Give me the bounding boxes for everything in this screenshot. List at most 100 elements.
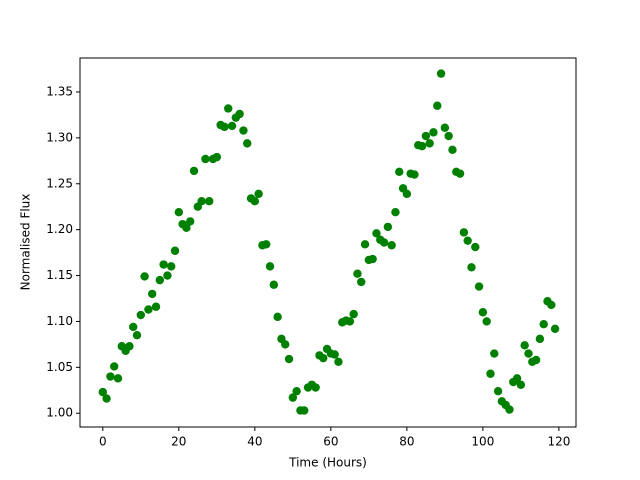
- point: [448, 145, 457, 154]
- point: [368, 254, 377, 264]
- point: [421, 131, 431, 141]
- point: [159, 260, 168, 269]
- point: [125, 342, 134, 351]
- point: [254, 189, 263, 199]
- point: [224, 104, 233, 113]
- point: [550, 324, 560, 333]
- point: [148, 289, 157, 299]
- point: [493, 387, 503, 396]
- point: [372, 229, 381, 238]
- axes-frame: [79, 57, 577, 428]
- point: [471, 242, 480, 252]
- y-tick-label: 1.00: [46, 406, 73, 420]
- x-tick-label: 120: [547, 435, 570, 449]
- x-tick-label: 0: [99, 435, 107, 449]
- point: [410, 170, 419, 179]
- point: [459, 228, 469, 237]
- point: [170, 246, 180, 255]
- point: [482, 317, 491, 326]
- point: [212, 152, 222, 162]
- point: [106, 372, 115, 381]
- point: [455, 169, 465, 178]
- point: [151, 302, 161, 311]
- point: [440, 123, 450, 132]
- x-tick-label: 60: [323, 435, 338, 449]
- point: [402, 189, 412, 199]
- point: [425, 139, 434, 148]
- point: [239, 126, 248, 135]
- point: [539, 319, 548, 329]
- x-tick-label: 100: [471, 435, 494, 449]
- y-axis-label: Normalised Flux: [19, 194, 33, 291]
- point: [531, 355, 541, 365]
- y-tick-label: 1.15: [46, 268, 73, 282]
- y-tick-label: 1.20: [46, 222, 73, 236]
- point: [174, 208, 184, 217]
- point: [486, 369, 495, 378]
- point: [110, 362, 119, 371]
- point: [140, 272, 149, 281]
- point: [353, 269, 362, 278]
- point: [520, 341, 529, 350]
- y-tick-label: 1.25: [46, 176, 73, 190]
- point: [444, 131, 453, 141]
- point: [319, 353, 328, 363]
- point: [512, 374, 522, 383]
- point: [478, 308, 488, 317]
- point: [243, 139, 252, 148]
- point: [284, 354, 294, 364]
- point: [262, 240, 271, 249]
- point: [516, 380, 526, 389]
- point: [379, 238, 389, 247]
- point: [433, 101, 442, 110]
- point: [227, 121, 237, 131]
- point: [417, 141, 427, 151]
- y-tick-label: 1.05: [46, 360, 73, 374]
- point: [345, 317, 355, 326]
- point: [102, 394, 111, 403]
- point: [220, 122, 229, 132]
- point: [186, 217, 195, 226]
- point: [429, 128, 438, 137]
- point: [205, 196, 214, 206]
- x-tick-label: 40: [247, 435, 262, 449]
- point: [467, 263, 476, 272]
- point: [357, 277, 366, 287]
- point: [311, 383, 320, 392]
- point: [391, 208, 400, 217]
- point: [524, 349, 533, 358]
- point: [250, 196, 260, 206]
- point: [235, 109, 244, 119]
- point: [334, 357, 343, 367]
- point: [182, 223, 191, 233]
- point: [269, 280, 279, 289]
- y-tick-label: 1.35: [46, 84, 73, 98]
- point: [98, 387, 108, 397]
- point: [387, 241, 396, 250]
- point: [490, 349, 499, 358]
- point: [197, 196, 206, 206]
- point: [281, 340, 290, 349]
- point: [349, 309, 358, 319]
- point: [155, 275, 165, 285]
- point: [505, 405, 514, 414]
- point: [167, 262, 176, 271]
- point: [395, 167, 404, 177]
- point: [463, 236, 472, 245]
- point: [535, 334, 545, 344]
- point: [300, 406, 309, 415]
- point: [163, 271, 172, 280]
- point: [330, 350, 339, 359]
- point: [201, 154, 210, 164]
- point: [144, 305, 153, 314]
- point: [383, 222, 393, 232]
- point: [129, 322, 138, 332]
- x-tick-label: 80: [399, 435, 414, 449]
- point: [436, 69, 446, 78]
- point: [288, 393, 298, 402]
- point: [132, 331, 142, 340]
- point: [136, 310, 146, 320]
- point: [189, 166, 199, 176]
- x-tick-label: 20: [171, 435, 186, 449]
